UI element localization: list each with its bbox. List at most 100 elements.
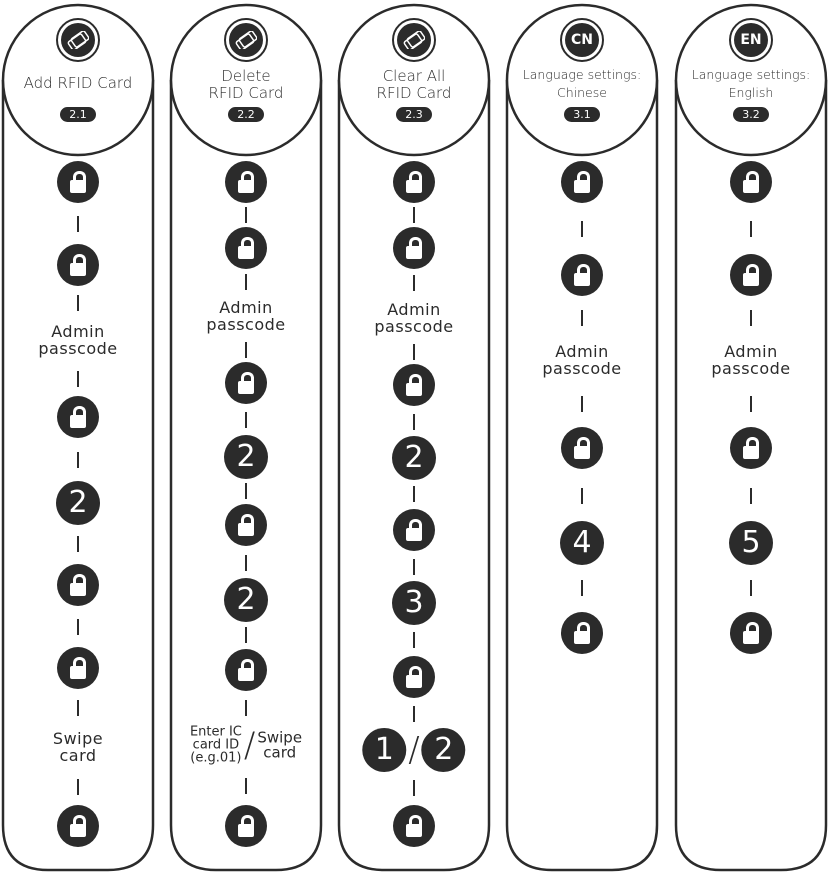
label-line: Swipe	[52, 729, 104, 748]
connector	[245, 554, 247, 571]
connector	[750, 309, 752, 326]
connector	[581, 487, 583, 504]
lock-icon	[393, 227, 435, 269]
step-number-badge: 2.3	[396, 107, 432, 122]
connector	[581, 220, 583, 237]
label-line: passcode	[374, 317, 454, 336]
column-header-circle	[505, 3, 659, 157]
connector	[77, 699, 79, 716]
column-outline	[337, 80, 491, 872]
column-2.2: Delete RFID Card 2.2 Admin passcode 2 2 Enter I…	[171, 0, 321, 875]
column-2.1: Add RFID Card 2.1 Admin passcode 2 Swipe card	[3, 0, 153, 875]
option-swipe: Swipe card	[257, 728, 303, 761]
en-icon-glyph: EN	[734, 23, 768, 57]
lock-icon	[393, 364, 435, 406]
column-outline	[674, 80, 828, 872]
column-title: Add RFID Card	[3, 75, 153, 92]
column-outline	[505, 80, 659, 872]
key-2: 2	[421, 728, 466, 772]
label-line: passcode	[38, 339, 118, 358]
connector	[245, 274, 247, 290]
connector	[245, 207, 247, 223]
key-5: 5	[729, 521, 773, 565]
title-line: Delete	[221, 67, 271, 85]
title-line: RFID Card	[208, 84, 284, 102]
or-slash: /	[243, 725, 256, 765]
column-header-circle	[337, 3, 491, 157]
label-line: Admin	[724, 342, 778, 361]
step-number-badge: 3.2	[733, 107, 769, 122]
connector	[77, 778, 79, 795]
lock-icon	[393, 805, 435, 847]
connector	[245, 627, 247, 643]
label-line: Admin	[555, 342, 609, 361]
step-label: Admin passcode	[711, 343, 790, 377]
connector	[77, 618, 79, 635]
lock-icon	[225, 649, 267, 691]
lock-icon	[561, 612, 603, 654]
connector	[245, 699, 247, 716]
lock-icon	[57, 161, 99, 203]
column-title: Language settings: English	[676, 66, 826, 102]
key-1: 1	[362, 728, 407, 772]
lock-icon	[393, 161, 435, 203]
connector	[413, 343, 415, 360]
column-outline	[1, 80, 155, 872]
rfid-card-delete-icon	[224, 18, 268, 62]
cn-icon: CN	[560, 18, 604, 62]
key-2: 2	[224, 578, 268, 622]
lock-icon	[57, 396, 99, 438]
connector	[413, 632, 415, 648]
column-2.3: Clear All RFID Card 2.3 Admin passcode 2 3 1/2	[339, 0, 489, 875]
title-line: RFID Card	[376, 84, 452, 102]
key-4: 4	[560, 521, 604, 565]
rfid-card-clear-icon-glyph	[397, 23, 431, 57]
connector	[77, 452, 79, 468]
rfid-card-clear-icon	[392, 18, 436, 62]
title-line: Language settings:	[691, 67, 811, 82]
connector	[413, 780, 415, 796]
connector	[581, 309, 583, 326]
lock-icon	[730, 161, 772, 203]
lock-icon	[561, 161, 603, 203]
step-label: Swipe card	[53, 730, 103, 764]
connector	[750, 220, 752, 237]
title-line: Clear All	[382, 67, 446, 85]
connector	[581, 396, 583, 412]
lock-icon	[561, 427, 603, 469]
column-title: Clear All RFID Card	[339, 68, 489, 102]
lock-icon	[225, 504, 267, 546]
lock-icon	[57, 564, 99, 606]
connector	[245, 341, 247, 358]
title-line: Add RFID Card	[23, 74, 133, 92]
column-header-circle	[1, 3, 155, 157]
column-header-circle	[169, 3, 323, 157]
column-outline	[169, 80, 323, 872]
option-pair: Enter IC card ID (e.g.01) / Swipe card	[190, 726, 302, 765]
lock-icon	[225, 362, 267, 404]
connector	[413, 207, 415, 223]
connector	[413, 413, 415, 430]
connector	[77, 215, 79, 232]
step-number-badge: 2.2	[228, 107, 264, 122]
label-line: passcode	[711, 359, 791, 378]
connector	[750, 396, 752, 412]
rfid-card-delete-icon-glyph	[229, 23, 263, 57]
label-line: card	[59, 746, 97, 765]
lock-icon	[393, 509, 435, 551]
rfid-card-add-icon	[56, 18, 100, 62]
option-pair: 1/2	[362, 728, 466, 772]
lock-icon	[393, 656, 435, 698]
key-2: 2	[392, 436, 436, 480]
step-label: Admin passcode	[542, 343, 621, 377]
connector	[245, 412, 247, 428]
lock-icon	[57, 805, 99, 847]
step-label: Admin passcode	[374, 301, 453, 335]
step-number-badge: 2.1	[60, 107, 96, 122]
key-3: 3	[392, 581, 436, 625]
connector	[750, 580, 752, 596]
title-line: Chinese	[557, 85, 607, 100]
key-2: 2	[56, 481, 100, 525]
connector	[245, 483, 247, 499]
